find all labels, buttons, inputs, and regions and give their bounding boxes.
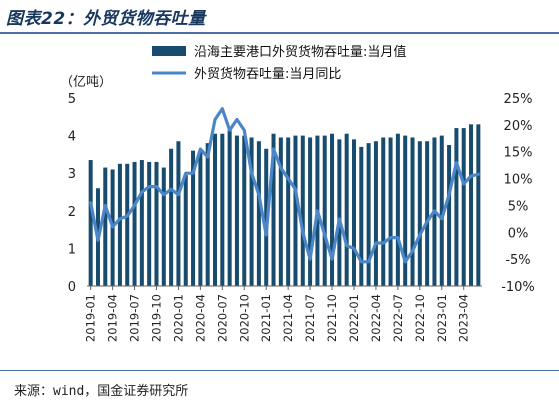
bar — [447, 145, 452, 286]
bar — [388, 137, 393, 286]
x-tick-label: 2021-07 — [303, 294, 317, 342]
title-rule — [0, 32, 559, 34]
bar — [169, 148, 174, 286]
y2-tick-label: -10% — [501, 280, 535, 295]
x-tick-label: 2019-01 — [84, 294, 98, 342]
bar — [139, 160, 144, 286]
bar — [176, 141, 181, 286]
bar — [278, 137, 283, 286]
yoy-line — [89, 107, 480, 264]
bar — [300, 135, 305, 286]
legend-bar-swatch — [152, 46, 186, 56]
bar — [117, 163, 122, 286]
x-tick-label: 2019-10 — [149, 294, 163, 342]
x-tick-label: 2022-01 — [347, 294, 361, 342]
y2-tick-label: -5% — [505, 253, 530, 268]
x-tick-label: 2020-04 — [193, 294, 207, 342]
x-tick-label: 2019-04 — [106, 294, 120, 342]
y-tick-label: 0 — [68, 280, 76, 295]
bar — [395, 133, 400, 286]
bar — [234, 135, 239, 286]
bar — [205, 143, 210, 286]
bar — [439, 135, 444, 286]
bar — [366, 143, 371, 286]
bar — [308, 137, 313, 286]
bar — [403, 135, 408, 286]
figure-title: 图表22：外贸货物吞吐量 — [6, 9, 206, 29]
y-tick-label: 4 — [68, 130, 76, 145]
bar — [147, 161, 152, 286]
bar — [227, 129, 232, 286]
y-tick-label: 2 — [68, 205, 76, 220]
bar — [476, 124, 481, 286]
bar — [461, 128, 466, 286]
x-tick-label: 2021-04 — [281, 294, 295, 342]
bar — [469, 124, 474, 286]
y2-tick-label: 0% — [508, 226, 529, 241]
bar — [249, 137, 254, 286]
bar — [454, 128, 459, 286]
bar — [220, 133, 225, 286]
bar — [344, 133, 349, 286]
y-tick-label: 5 — [68, 92, 76, 107]
bar — [242, 135, 247, 286]
y2-tick-label: 20% — [504, 119, 533, 134]
x-tick-label: 2021-01 — [259, 294, 273, 342]
x-tick-label: 2023-01 — [435, 294, 449, 342]
y2-tick-label: 15% — [504, 146, 533, 161]
bar — [154, 161, 159, 286]
y2-tick-label: 5% — [508, 199, 529, 214]
bar — [410, 137, 415, 286]
line-series — [89, 107, 480, 264]
bar — [198, 150, 203, 286]
right-y-axis-ticks: -10% -5% 0% 5% 10% 15% 20% 25% — [501, 92, 535, 295]
bar — [417, 141, 422, 286]
bar — [351, 139, 356, 286]
bar — [330, 133, 335, 286]
y2-tick-label: 10% — [504, 173, 533, 188]
bar — [183, 175, 188, 286]
y-tick-label: 3 — [68, 167, 76, 182]
bar — [359, 146, 364, 286]
legend-bar-label: 沿海主要港口外贸货物吞吐量:当月值 — [194, 44, 406, 60]
bar — [373, 141, 378, 286]
bar — [191, 150, 196, 286]
bar — [425, 141, 430, 286]
bar-series — [88, 124, 481, 286]
bar — [125, 163, 130, 286]
bar — [337, 139, 342, 286]
x-tick-label: 2022-10 — [413, 294, 427, 342]
x-tick-label: 2020-01 — [171, 294, 185, 342]
x-tick-label: 2019-07 — [128, 294, 142, 342]
footer-rule — [0, 370, 559, 371]
bar — [293, 135, 298, 286]
x-tick-label: 2022-04 — [369, 294, 383, 342]
throughput-chart: （亿吨） 沿海主要港口外贸货物吞吐量:当月值 外贸货物吞吐量:当月同比 0 1 2 3… — [60, 44, 535, 342]
legend: 沿海主要港口外贸货物吞吐量:当月值 外贸货物吞吐量:当月同比 — [152, 44, 406, 82]
x-tick-label: 2022-07 — [391, 294, 405, 342]
y-tick-label: 1 — [68, 242, 76, 257]
x-tick-label: 2023-04 — [457, 294, 471, 342]
x-tick-label: 2020-10 — [237, 294, 251, 342]
legend-line-label: 外贸货物吞吐量:当月同比 — [194, 66, 341, 82]
x-tick-label: 2020-07 — [215, 294, 229, 342]
source-note: 来源：wind，国金证券研究所 — [14, 384, 189, 399]
bar — [322, 135, 327, 286]
y2-tick-label: 25% — [504, 92, 533, 107]
y-axis-unit-label: （亿吨） — [60, 75, 112, 90]
x-axis-ticks: 2019-01 2019-04 2019-07 2019-10 2020-01 2020-… — [84, 286, 471, 342]
bar — [213, 133, 218, 286]
bar — [286, 137, 291, 286]
x-tick-label: 2021-10 — [325, 294, 339, 342]
bar — [161, 167, 166, 286]
left-y-axis-ticks: 0 1 2 3 4 5 — [68, 92, 76, 295]
bar — [88, 160, 93, 286]
bar — [256, 141, 261, 286]
bar — [103, 167, 108, 286]
bar — [381, 137, 386, 286]
bar — [271, 133, 276, 286]
bar — [132, 161, 137, 286]
